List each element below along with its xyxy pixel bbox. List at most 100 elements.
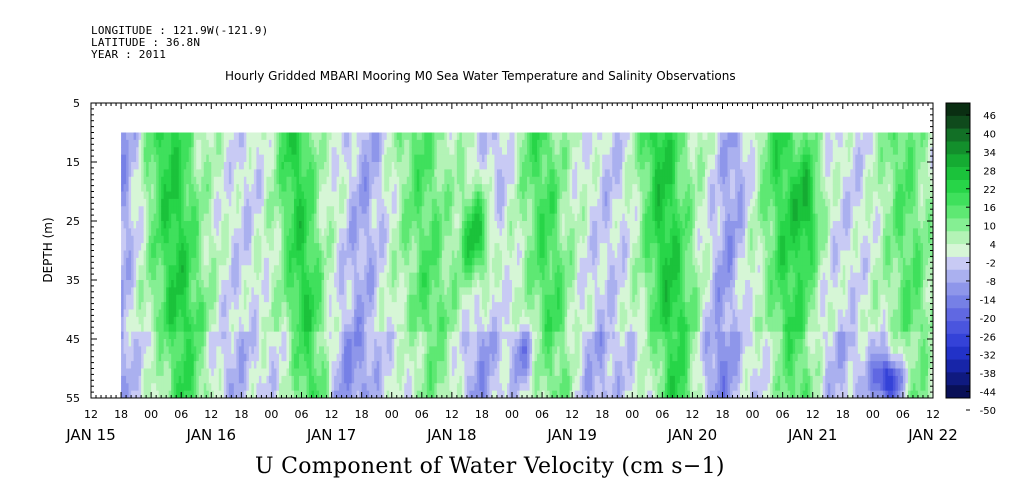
heatmap-cell [316, 162, 320, 170]
heatmap-cell [376, 162, 380, 170]
heatmap-cell [391, 287, 395, 296]
heatmap-cell [451, 272, 455, 281]
heatmap-cell [148, 257, 152, 266]
heatmap-cell [441, 265, 445, 274]
heatmap-cell [369, 198, 373, 207]
heatmap-cell [399, 228, 403, 237]
heatmap-cell [166, 162, 170, 170]
heatmap-cell [216, 316, 220, 325]
heatmap-cell [231, 287, 235, 296]
year-label: YEAR : 2011 [91, 48, 167, 61]
heatmap-cell [223, 132, 227, 141]
heatmap-cell [243, 265, 247, 274]
heatmap-cell [281, 132, 285, 141]
heatmap-cell [151, 383, 155, 392]
heatmap-cell [344, 302, 348, 310]
heatmap-cell [304, 228, 307, 237]
heatmap-cell [434, 316, 438, 325]
heatmap-cell [193, 339, 197, 347]
heatmap-cell [131, 154, 135, 163]
heatmap-cell [166, 390, 170, 399]
heatmap-cell [344, 383, 348, 392]
heatmap-cell [444, 191, 448, 200]
heatmap-cell [256, 353, 260, 362]
heatmap-cell [384, 339, 388, 347]
heatmap-cell [278, 176, 282, 185]
heatmap-cell [371, 191, 375, 200]
heatmap-cell [278, 243, 282, 251]
heatmap-cell [431, 132, 435, 141]
heatmap-cell [404, 294, 408, 303]
heatmap-cell [446, 294, 450, 303]
heatmap-cell [161, 316, 165, 325]
heatmap-cell [241, 257, 245, 266]
heatmap-cell [376, 294, 380, 303]
heatmap-cell [384, 302, 388, 310]
heatmap-cell [311, 309, 315, 318]
heatmap-cell [168, 353, 172, 362]
heatmap-cell [351, 280, 355, 288]
heatmap-cell [161, 272, 165, 281]
heatmap-cell [466, 250, 470, 259]
heatmap-cell [243, 243, 247, 251]
heatmap-cell [399, 346, 403, 355]
heatmap-cell [251, 368, 255, 377]
heatmap-cell [296, 390, 300, 399]
heatmap-cell [266, 184, 270, 192]
heatmap-cell [356, 243, 360, 251]
heatmap-cell [173, 257, 177, 266]
heatmap-cell [364, 221, 368, 229]
heatmap-cell [301, 221, 305, 229]
heatmap-cell [201, 324, 205, 333]
heatmap-cell [218, 176, 222, 185]
heatmap-cell [384, 331, 388, 340]
heatmap-cell [151, 154, 155, 163]
heatmap-cell [426, 346, 430, 355]
heatmap-cell [286, 353, 290, 362]
heatmap-cell [123, 302, 127, 310]
heatmap-cell [404, 198, 408, 207]
heatmap-cell [161, 257, 165, 266]
heatmap-cell [246, 265, 250, 274]
heatmap-cell [171, 302, 175, 310]
heatmap-cell [444, 383, 448, 392]
heatmap-cell [321, 353, 325, 362]
heatmap-cell [136, 257, 140, 266]
heatmap-cell [324, 139, 327, 148]
heatmap-cell [143, 287, 147, 296]
heatmap-cell [341, 280, 345, 288]
heatmap-cell [141, 390, 145, 399]
heatmap-cell [399, 294, 403, 303]
heatmap-cell [404, 139, 408, 148]
heatmap-cell [246, 324, 250, 333]
heatmap-cell [273, 221, 277, 229]
heatmap-cell [148, 169, 152, 178]
heatmap-cell [221, 324, 225, 333]
heatmap-cell [336, 368, 340, 377]
heatmap-cell [386, 176, 390, 185]
heatmap-cell [411, 346, 415, 355]
heatmap-cell [434, 331, 438, 340]
heatmap-cell [336, 243, 340, 251]
heatmap-cell [213, 257, 217, 266]
heatmap-cell [208, 198, 212, 207]
heatmap-cell [389, 169, 393, 178]
heatmap-cell [446, 353, 450, 362]
heatmap-cell [148, 316, 152, 325]
heatmap-cell [421, 390, 425, 399]
heatmap-cell [326, 139, 330, 148]
heatmap-cell [151, 390, 155, 399]
heatmap-cell [371, 257, 375, 266]
heatmap-cell [391, 250, 395, 259]
heatmap-cell [424, 368, 428, 377]
heatmap-cell [133, 316, 137, 325]
heatmap-cell [271, 221, 275, 229]
heatmap-cell [166, 243, 170, 251]
heatmap-cell [261, 257, 265, 266]
heatmap-cell [374, 176, 378, 185]
heatmap-cell [181, 147, 185, 156]
heatmap-cell [153, 250, 157, 259]
heatmap-cell [341, 213, 345, 222]
heatmap-cell [133, 257, 137, 266]
heatmap-cell [131, 213, 135, 222]
